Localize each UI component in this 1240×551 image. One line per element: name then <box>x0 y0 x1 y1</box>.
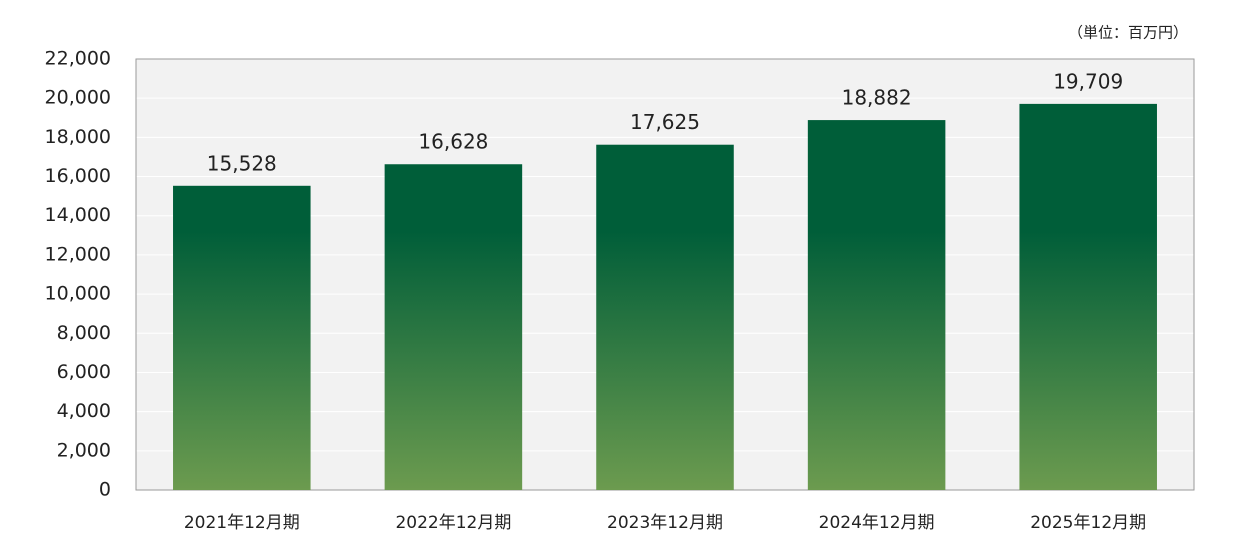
y-tick-label: 18,000 <box>45 126 111 148</box>
value-label: 16,628 <box>418 130 488 154</box>
y-tick-label: 8,000 <box>57 322 111 344</box>
x-tick-label: 2022年12月期 <box>395 513 511 533</box>
bar <box>1019 103 1157 490</box>
y-tick-label: 6,000 <box>57 361 111 383</box>
x-tick-label: 2021年12月期 <box>184 513 300 533</box>
unit-annotation: （単位：百万円） <box>1068 24 1188 42</box>
bar <box>807 120 946 490</box>
y-tick-label: 20,000 <box>45 87 111 109</box>
y-tick-label: 12,000 <box>45 243 111 265</box>
bar <box>596 144 734 491</box>
x-tick-label: 2024年12月期 <box>819 513 935 533</box>
x-tick-label: 2025年12月期 <box>1030 513 1146 533</box>
x-tick-label: 2023年12月期 <box>607 513 723 533</box>
y-tick-label: 4,000 <box>57 400 111 422</box>
y-tick-label: 0 <box>99 479 111 501</box>
bar <box>384 164 523 490</box>
y-tick-label: 2,000 <box>57 439 111 461</box>
value-label: 18,882 <box>842 86 912 110</box>
value-label: 15,528 <box>207 151 277 175</box>
y-tick-label: 14,000 <box>45 204 111 226</box>
y-tick-label: 10,000 <box>45 283 111 305</box>
value-label: 17,625 <box>630 110 700 134</box>
value-label: 19,709 <box>1053 69 1123 93</box>
y-tick-label: 16,000 <box>45 165 111 187</box>
bar <box>173 185 311 490</box>
y-tick-label: 22,000 <box>45 48 111 70</box>
